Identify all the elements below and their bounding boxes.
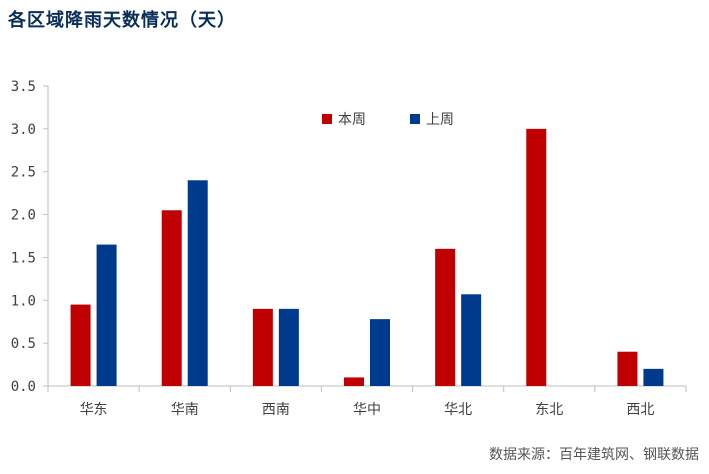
y-tick-label: 3.0 — [11, 122, 36, 138]
bar-last-week-2 — [278, 308, 299, 386]
y-tick-label: 1.0 — [11, 293, 36, 309]
y-tick-label: 0.0 — [11, 379, 36, 395]
bar-this-week-4 — [435, 248, 456, 386]
x-category-label: 华东 — [80, 402, 108, 418]
bar-this-week-5 — [526, 128, 547, 386]
bar-last-week-1 — [187, 180, 208, 386]
data-source-note: 数据来源：百年建筑网、钢联数据 — [489, 447, 699, 463]
bars — [70, 128, 664, 386]
x-axis-labels: 华东 华南 西南 华中 华北 东北 西北 — [47, 386, 687, 418]
chart-title: 各区域降雨天数情况（天） — [8, 10, 236, 31]
bar-this-week-6 — [617, 351, 638, 386]
y-tick-label: 2.0 — [11, 208, 36, 224]
legend-last-week-label: 上周 — [426, 112, 454, 128]
bar-last-week-6 — [643, 368, 664, 386]
y-tick-label: 3.5 — [11, 79, 36, 95]
bar-this-week-1 — [161, 210, 182, 386]
x-category-label: 西北 — [626, 402, 654, 418]
y-axis-ticks: 0.0 0.5 1.0 1.5 2.0 2.5 3.0 3.5 — [11, 79, 48, 395]
y-tick-label: 1.5 — [11, 250, 36, 266]
x-category-label: 西南 — [262, 402, 290, 418]
bar-this-week-2 — [252, 308, 273, 386]
bar-last-week-0 — [96, 244, 117, 386]
legend-last-week-swatch — [410, 114, 420, 124]
bar-last-week-3 — [370, 319, 390, 386]
x-category-label: 华中 — [353, 402, 381, 418]
x-category-label: 华南 — [171, 402, 199, 418]
legend: 本周 上周 — [322, 112, 454, 128]
y-tick-label: 2.5 — [11, 165, 36, 181]
bar-this-week-0 — [70, 304, 91, 386]
legend-this-week-swatch — [322, 114, 332, 124]
y-tick-label: 0.5 — [11, 336, 36, 352]
x-category-label: 东北 — [535, 402, 563, 418]
x-category-label: 华北 — [444, 402, 472, 418]
bar-this-week-3 — [344, 377, 364, 386]
bar-last-week-4 — [461, 294, 482, 386]
legend-this-week-label: 本周 — [338, 112, 366, 128]
axes — [47, 86, 686, 387]
